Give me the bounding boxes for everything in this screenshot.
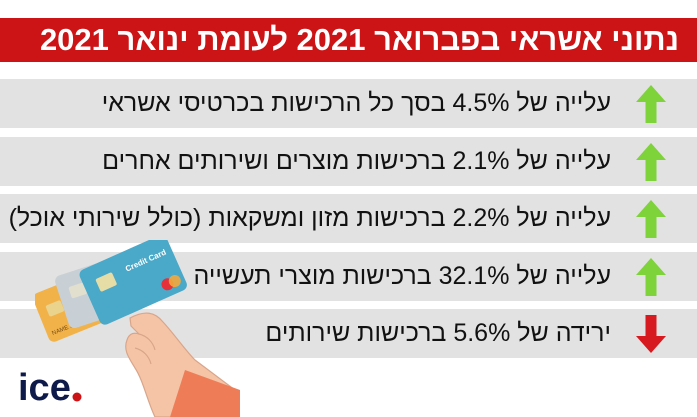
arrow-up-icon	[636, 85, 666, 123]
logo-text: ice	[18, 367, 71, 408]
credit-cards-in-hand-illustration: NAME SURNAME Credit Card	[35, 240, 240, 417]
list-item: עלייה של 2.1% ברכישות מוצרים ושירותים אח…	[0, 137, 697, 186]
list-item-text: עלייה של 32.1% ברכישות מוצרי תעשייה	[193, 262, 612, 290]
ice-logo: ice	[18, 367, 82, 408]
list-item: עלייה של 2.2% ברכישות מזון ומשקאות (כולל…	[0, 194, 697, 243]
arrow-up-icon	[636, 258, 666, 296]
list-item-text: עלייה של 2.2% ברכישות מזון ומשקאות (כולל…	[8, 204, 611, 232]
list-item: עלייה של 4.5% בסך כל הרכישות בכרטיסי אשר…	[0, 79, 697, 128]
list-item-text: עלייה של 4.5% בסך כל הרכישות בכרטיסי אשר…	[101, 89, 611, 117]
arrow-down-icon	[636, 315, 666, 353]
list-item-text: עלייה של 2.1% ברכישות מוצרים ושירותים אח…	[102, 147, 611, 175]
arrow-up-icon	[636, 200, 666, 238]
arrow-up-icon	[636, 143, 666, 181]
header-banner: נתוני אשראי בפברואר 2021 לעומת ינואר 202…	[0, 18, 697, 62]
list-item-text: ירידה של 5.6% ברכישות שירותים	[265, 319, 611, 347]
page-title: נתוני אשראי בפברואר 2021 לעומת ינואר 202…	[39, 22, 679, 57]
